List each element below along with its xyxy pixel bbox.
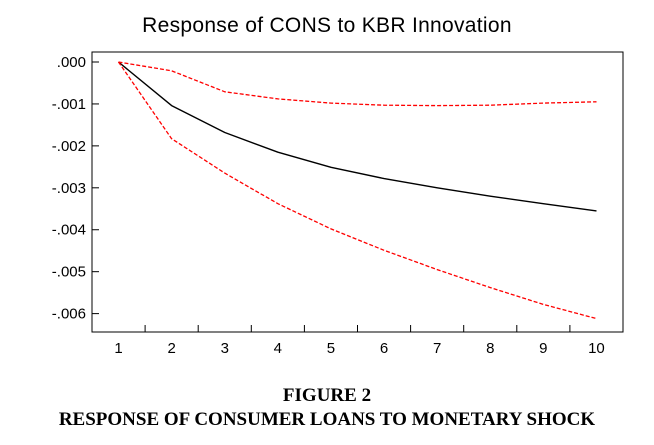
x-tick-label: 2 (167, 340, 175, 357)
figure-label: FIGURE 2 (282, 385, 372, 406)
figure-caption: RESPONSE OF CONSUMER LOANS TO MONETARY S… (58, 409, 596, 430)
y-tick-label: .000 (57, 54, 86, 71)
series-layer (117, 61, 597, 320)
y-tick-label: -.006 (52, 306, 86, 323)
x-tick-label: 5 (327, 340, 335, 357)
series-line-upper-band (118, 61, 597, 107)
x-axis: 1 2 3 4 5 6 7 8 9 10 (91, 325, 624, 357)
y-tick-label: -.005 (52, 264, 86, 281)
x-tick-label: 10 (588, 340, 605, 357)
x-tick-label: 7 (433, 340, 441, 357)
y-tick-label: -.001 (52, 96, 86, 113)
y-tick-label: -.004 (52, 222, 86, 239)
y-tick-label: -.003 (52, 180, 86, 197)
x-tick-label: 6 (380, 340, 388, 357)
series-line-response (118, 61, 597, 212)
x-tick-label: 4 (274, 340, 282, 357)
plot-frame (91, 51, 624, 333)
chart-title: Response of CONS to KBR Innovation (142, 14, 512, 37)
y-tick-label: -.002 (52, 138, 86, 155)
y-axis: .000 -.001 -.002 -.003 -.004 -.005 -.006 (52, 54, 99, 323)
x-tick-label: 1 (114, 340, 122, 357)
x-tick-label: 8 (486, 340, 494, 357)
series-line-lower-band (117, 61, 597, 320)
x-tick-label: 9 (539, 340, 547, 357)
x-tick-label: 3 (221, 340, 229, 357)
